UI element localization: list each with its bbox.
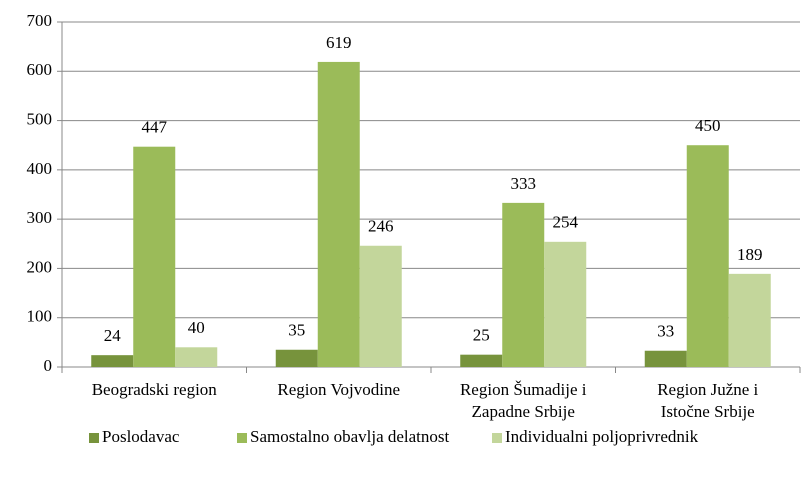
legend-swatch [237,433,247,443]
y-tick-label: 300 [27,208,53,227]
y-tick-label: 200 [27,257,53,276]
data-label: 25 [473,326,490,345]
x-tick-label: Zapadne Srbije [472,402,575,421]
data-label: 33 [657,322,674,341]
y-tick-label: 100 [27,307,53,326]
data-label: 246 [368,217,394,236]
legend-label: Individualni poljoprivrednik [505,427,699,446]
y-tick-label: 700 [27,11,53,30]
x-tick-label: Istočne Srbije [661,402,755,421]
bar [275,349,318,367]
legend-label: Samostalno obavlja delatnost [250,427,450,446]
y-tick-label: 400 [27,159,53,178]
bar [644,350,687,367]
bar [317,61,360,368]
data-label: 24 [104,326,122,345]
data-label: 254 [553,213,579,232]
bar [359,245,402,367]
legend-swatch [89,433,99,443]
y-tick-label: 500 [27,109,53,128]
bar [686,145,729,367]
x-tick-label: Region Južne i [657,380,758,399]
data-label: 333 [511,174,537,193]
data-label: 450 [695,116,721,135]
bar [175,347,218,367]
legend-label: Poslodavac [102,427,180,446]
data-label: 189 [737,245,763,264]
data-label: 40 [188,318,205,337]
legend-swatch [492,433,502,443]
bar [502,202,545,367]
bar [133,146,176,367]
data-label: 619 [326,33,352,52]
x-tick-label: Beogradski region [92,380,218,399]
y-tick-label: 0 [44,356,53,375]
data-label: 447 [142,118,168,137]
bar [460,354,503,367]
bar [728,273,771,367]
data-label: 35 [288,321,305,340]
x-tick-label: Region Vojvodine [277,380,400,399]
x-tick-label: Region Šumadije i [460,380,587,399]
y-tick-label: 600 [27,60,53,79]
bar [544,241,587,367]
bar [91,355,134,367]
